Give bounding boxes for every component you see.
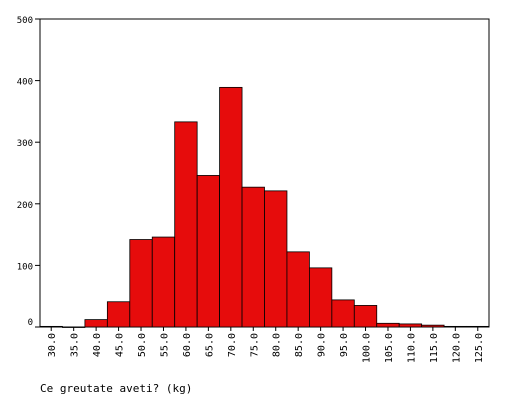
- x-tick-label: 40.0: [92, 333, 103, 357]
- histogram-bar: [264, 190, 288, 328]
- x-tick-label: 30.0: [47, 333, 58, 357]
- histogram-bar: [331, 299, 355, 328]
- x-tick-label: 120.0: [451, 333, 462, 363]
- x-tick-label: 65.0: [204, 333, 215, 357]
- y-tick-label: 300: [17, 139, 33, 149]
- histogram-bar: [421, 324, 445, 328]
- histogram-bar: [443, 325, 467, 328]
- histogram-bar: [398, 323, 423, 328]
- histogram-bar: [219, 86, 243, 328]
- histogram-bar: [241, 186, 265, 328]
- x-tick-label: 60.0: [182, 333, 193, 357]
- x-tick-label: 45.0: [115, 333, 126, 357]
- histogram-bar: [39, 325, 63, 328]
- y-tick-label: 200: [17, 201, 33, 211]
- histogram-bar: [196, 175, 220, 328]
- x-tick-label: 35.0: [70, 333, 81, 357]
- y-tick-label: 0: [28, 318, 33, 328]
- y-tick-label: 100: [17, 262, 33, 272]
- x-tick-label: 115.0: [429, 333, 440, 363]
- x-tick-label: 55.0: [159, 333, 170, 357]
- x-tick-label: 105.0: [384, 333, 395, 363]
- histogram-bar: [308, 267, 333, 328]
- x-tick-label: 85.0: [294, 333, 305, 357]
- x-axis-label: Ce greutate aveti? (kg): [40, 382, 193, 395]
- histogram-bar: [376, 322, 400, 328]
- y-tick-label: 400: [17, 78, 33, 88]
- x-tick-label: 50.0: [137, 333, 148, 357]
- histogram-bar: [106, 301, 131, 328]
- x-tick-label: 90.0: [317, 333, 328, 357]
- histogram-bar: [353, 305, 378, 328]
- x-tick-label: 100.0: [362, 333, 373, 363]
- histogram-bar: [174, 121, 198, 328]
- x-tick-label: 110.0: [406, 333, 417, 363]
- histogram-bar: [466, 325, 490, 328]
- y-tick-label: 500: [17, 16, 33, 26]
- histogram-bar: [84, 319, 108, 328]
- histogram-bar: [151, 236, 176, 328]
- histogram-bar: [286, 251, 310, 328]
- histogram-bar: [129, 239, 153, 328]
- x-tick-label: 95.0: [339, 333, 350, 357]
- x-tick-label: 70.0: [227, 333, 238, 357]
- x-tick-label: 125.0: [474, 333, 485, 363]
- x-tick-label: 75.0: [249, 333, 260, 357]
- x-tick-label: 80.0: [272, 333, 283, 357]
